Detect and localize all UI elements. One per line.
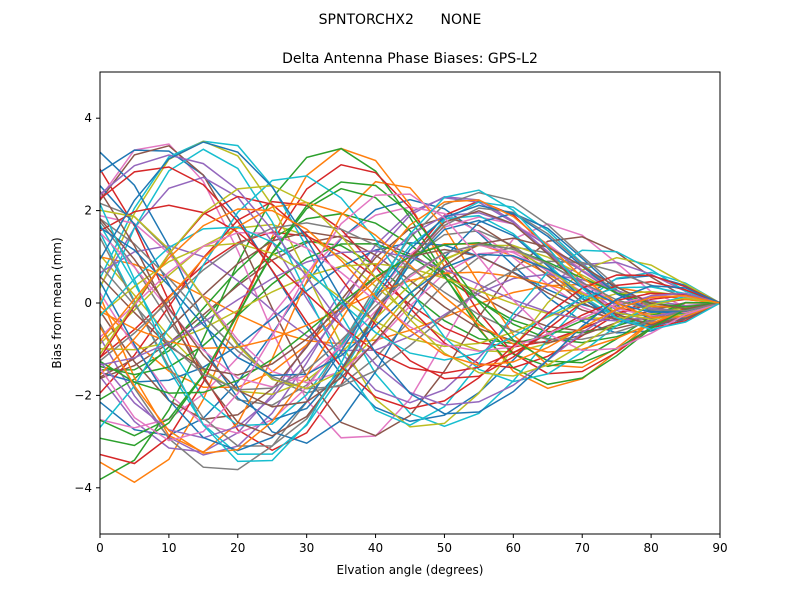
x-tick-label: 0 — [96, 541, 104, 555]
series-line — [100, 222, 720, 362]
x-tick-label: 50 — [437, 541, 452, 555]
series-line — [100, 218, 720, 408]
series-line — [100, 218, 720, 390]
x-tick-label: 30 — [299, 541, 314, 555]
x-axis-ticks: 0 10 20 30 40 50 60 70 80 90 — [96, 534, 728, 555]
series-line — [100, 201, 720, 376]
y-tick-label: 2 — [84, 204, 92, 218]
series-line — [100, 166, 720, 410]
y-tick-label: 0 — [84, 296, 92, 310]
series-line — [100, 176, 720, 404]
series-line — [100, 208, 720, 367]
series-line — [100, 190, 720, 437]
y-tick-label: 4 — [84, 111, 92, 125]
y-tick-label: −2 — [74, 388, 92, 402]
x-tick-label: 90 — [712, 541, 727, 555]
y-axis-ticks: −4 −2 0 2 4 — [74, 111, 100, 495]
series-line — [100, 212, 720, 401]
series-line — [100, 199, 720, 454]
series-line — [100, 271, 720, 350]
series-line — [100, 195, 720, 380]
x-tick-label: 70 — [575, 541, 590, 555]
y-axis-label: Bias from mean (mm) — [50, 237, 64, 368]
series-line — [100, 204, 720, 452]
series-line — [100, 193, 720, 442]
x-tick-label: 80 — [643, 541, 658, 555]
series-line — [100, 184, 720, 377]
series-line — [100, 250, 720, 366]
series-line — [100, 175, 720, 428]
x-axis-label: Elvation angle (degrees) — [337, 563, 484, 577]
x-tick-label: 40 — [368, 541, 383, 555]
x-tick-label: 10 — [161, 541, 176, 555]
series-line — [100, 141, 720, 415]
series-line — [100, 148, 720, 427]
series-line — [100, 147, 720, 481]
x-tick-label: 20 — [230, 541, 245, 555]
y-tick-label: −4 — [74, 481, 92, 495]
suptitle: SPNTORCHX2 NONE — [319, 12, 482, 28]
x-tick-label: 60 — [506, 541, 521, 555]
series-line — [100, 163, 720, 465]
chart-title: Delta Antenna Phase Biases: GPS-L2 — [282, 51, 538, 67]
series-line — [100, 189, 720, 463]
series-group — [100, 140, 720, 484]
series-line — [100, 245, 720, 352]
